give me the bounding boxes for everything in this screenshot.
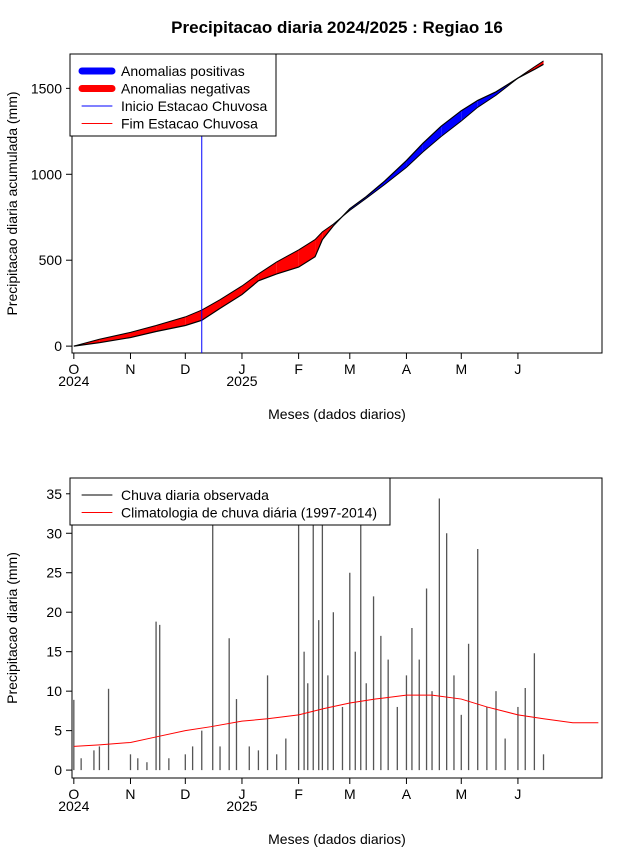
positive-anomaly-area [406, 143, 423, 168]
positive-anomaly-area [384, 160, 407, 185]
y-tick-label: 0 [54, 338, 62, 354]
x-tick-label: D [180, 361, 190, 377]
y-axis-label: Precipitacao diaria (mm) [4, 552, 20, 704]
x-tick-label: J [238, 786, 245, 802]
y-tick-label: 10 [46, 683, 62, 699]
x-tick-label: F [294, 361, 303, 377]
x-tick-label: O [68, 361, 79, 377]
y-tick-label: 20 [46, 604, 62, 620]
plot-frame [71, 53, 603, 354]
negative-anomaly-area [130, 325, 157, 338]
x-tick-label: J [514, 786, 521, 802]
x-tick-label: M [455, 786, 467, 802]
x-tick-label: F [294, 786, 303, 802]
y-tick-label: 1500 [31, 80, 62, 96]
y-tick-label: 25 [46, 565, 62, 581]
y-tick-label: 15 [46, 644, 62, 660]
negative-anomaly-area [241, 273, 259, 295]
negative-anomaly-area [156, 316, 186, 332]
positive-anomaly-area [477, 91, 496, 108]
negative-anomaly-area [258, 261, 277, 281]
y-tick-label: 35 [46, 486, 62, 502]
x-tick-label: M [344, 786, 356, 802]
x-tick-label: O [68, 786, 79, 802]
legend-label: Fim Estacao Chuvosa [121, 116, 258, 132]
legend-label: Climatologia de chuva diária (1997-2014) [121, 505, 377, 521]
legend-label: Inicio Estacao Chuvosa [121, 98, 268, 114]
legend-label: Anomalias negativas [121, 81, 250, 97]
legend-label: Chuva diaria observada [121, 487, 269, 503]
positive-anomaly-area [441, 110, 462, 137]
x-tick-label: N [125, 786, 135, 802]
x-tick-label: M [344, 361, 356, 377]
climatology-daily-line [73, 694, 599, 747]
y-axis-label: Precipitacao diaria acumulada (mm) [4, 91, 20, 315]
cumulative-precipitation-panel: 0 500 1000 1500 O N D J F M A M J 2024 2025 Meses (dado… [4, 53, 603, 422]
x-axis-label: Meses (dados diarios) [268, 406, 406, 422]
y-tick-label: 5 [54, 723, 62, 739]
x-tick-label: J [514, 361, 521, 377]
x-tick-label: N [125, 361, 135, 377]
negative-anomaly-area [220, 285, 242, 309]
negative-anomaly-area [298, 239, 316, 268]
positive-anomaly-area [461, 100, 478, 122]
y-tick-label: 0 [54, 762, 62, 778]
observed-cumulative-line [73, 63, 544, 347]
legend-label: Anomalias positivas [121, 63, 245, 79]
climatology-cumulative-line [73, 60, 544, 347]
y-tick-label: 500 [39, 252, 63, 268]
year-label: 2025 [226, 798, 257, 814]
y-tick-label: 1000 [31, 166, 62, 182]
y-tick-label: 30 [46, 525, 62, 541]
x-tick-label: A [402, 786, 412, 802]
x-tick-label: M [455, 361, 467, 377]
year-label: 2024 [58, 373, 89, 389]
legend-box [69, 477, 391, 526]
negative-anomaly-area [276, 249, 299, 274]
positive-anomaly-area [422, 126, 442, 152]
year-label: 2024 [58, 798, 89, 814]
negative-anomaly-area [201, 299, 221, 321]
chart-title: Precipitacao diaria 2024/2025 : Regiao 1… [171, 18, 503, 37]
negative-anomaly-area [99, 332, 131, 343]
x-tick-label: A [402, 361, 412, 377]
negative-anomaly-area [534, 60, 544, 70]
x-tick-label: D [180, 786, 190, 802]
x-tick-label: J [238, 361, 245, 377]
year-label: 2025 [226, 373, 257, 389]
x-axis-label: Meses (dados diarios) [268, 831, 406, 847]
